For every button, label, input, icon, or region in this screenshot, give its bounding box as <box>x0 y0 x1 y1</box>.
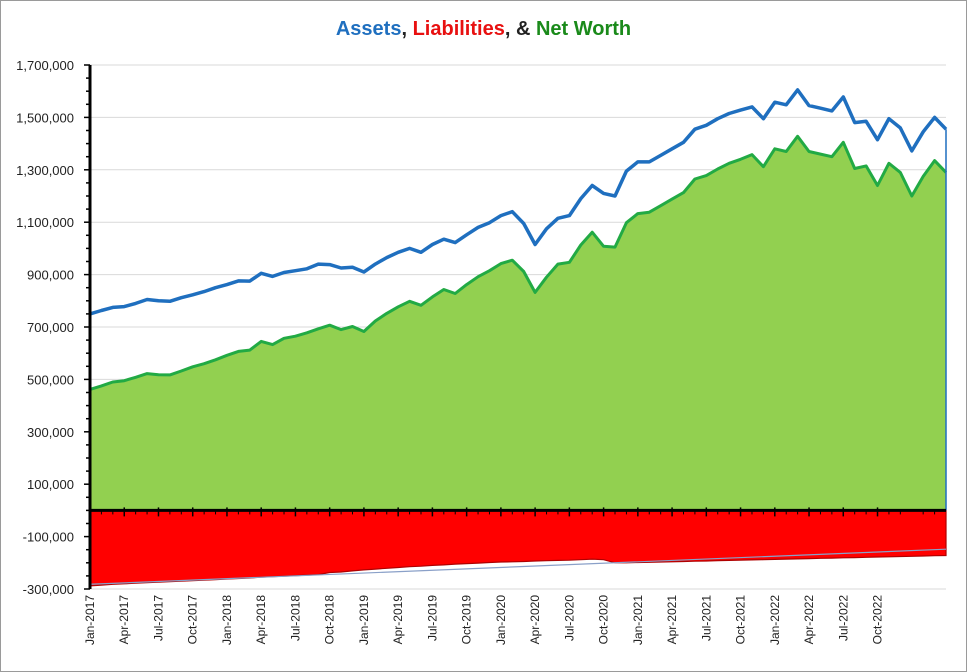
x-tick-label-2: Jul-2017 <box>151 595 165 641</box>
x-tick-label-16: Jan-2021 <box>631 595 645 645</box>
net-worth-area <box>90 136 946 511</box>
net-worth-line <box>89 134 948 391</box>
x-tick-label-22: Jul-2022 <box>836 595 850 641</box>
x-tick-label-0: Jan-2017 <box>83 595 97 645</box>
y-tick-label-4: 900,000 <box>27 268 74 283</box>
y-tick-label-9: -100,000 <box>23 530 74 545</box>
title-sep-1: , <box>401 18 413 40</box>
x-tick-label-3: Oct-2017 <box>186 595 200 645</box>
y-tick-label-8: 100,000 <box>27 477 74 492</box>
x-tick-label-21: Apr-2022 <box>802 595 816 645</box>
title-net-worth: Net Worth <box>535 18 632 40</box>
title-liabilities: Liabilities <box>412 18 505 40</box>
title-sep-2: , & <box>504 18 536 40</box>
x-tick-label-6: Jul-2018 <box>288 595 302 641</box>
x-tick-label-23: Oct-2022 <box>871 595 885 645</box>
x-tick-label-18: Jul-2021 <box>699 595 713 641</box>
x-tick-label-7: Oct-2018 <box>323 595 337 645</box>
y-tick-label-5: 700,000 <box>27 320 74 335</box>
y-tick-label-3: 1,100,000 <box>16 215 74 230</box>
y-tick-label-10: -300,000 <box>23 582 74 597</box>
x-tick-label-9: Apr-2019 <box>391 595 405 645</box>
liabilities-area <box>89 509 947 587</box>
x-tick-label-8: Jan-2019 <box>357 595 371 645</box>
y-tick-label-1: 1,500,000 <box>16 110 74 125</box>
title-assets: Assets <box>335 18 402 40</box>
x-tick-label-19: Oct-2021 <box>734 595 748 645</box>
x-tick-label-11: Oct-2019 <box>460 595 474 645</box>
x-tick-label-12: Jan-2020 <box>494 595 508 645</box>
chart-title: Assets, Liabilities, & Net Worth <box>0 18 967 41</box>
x-tick-label-5: Apr-2018 <box>254 595 268 645</box>
x-tick-label-1: Apr-2017 <box>117 595 131 645</box>
x-tick-label-17: Apr-2021 <box>665 595 679 645</box>
x-tick-label-4: Jan-2018 <box>220 595 234 645</box>
assets-line <box>89 88 948 316</box>
x-tick-label-20: Jan-2022 <box>768 595 782 645</box>
y-tick-label-2: 1,300,000 <box>16 163 74 178</box>
x-tick-label-15: Oct-2020 <box>597 595 611 645</box>
x-tick-label-13: Apr-2020 <box>528 595 542 645</box>
y-tick-label-6: 500,000 <box>27 372 74 387</box>
x-tick-label-10: Jul-2019 <box>425 595 439 641</box>
y-tick-label-7: 300,000 <box>27 425 74 440</box>
y-tick-label-0: 1,700,000 <box>16 58 74 73</box>
x-tick-label-14: Jul-2020 <box>562 595 576 641</box>
liabilities-trend-line <box>89 548 947 585</box>
